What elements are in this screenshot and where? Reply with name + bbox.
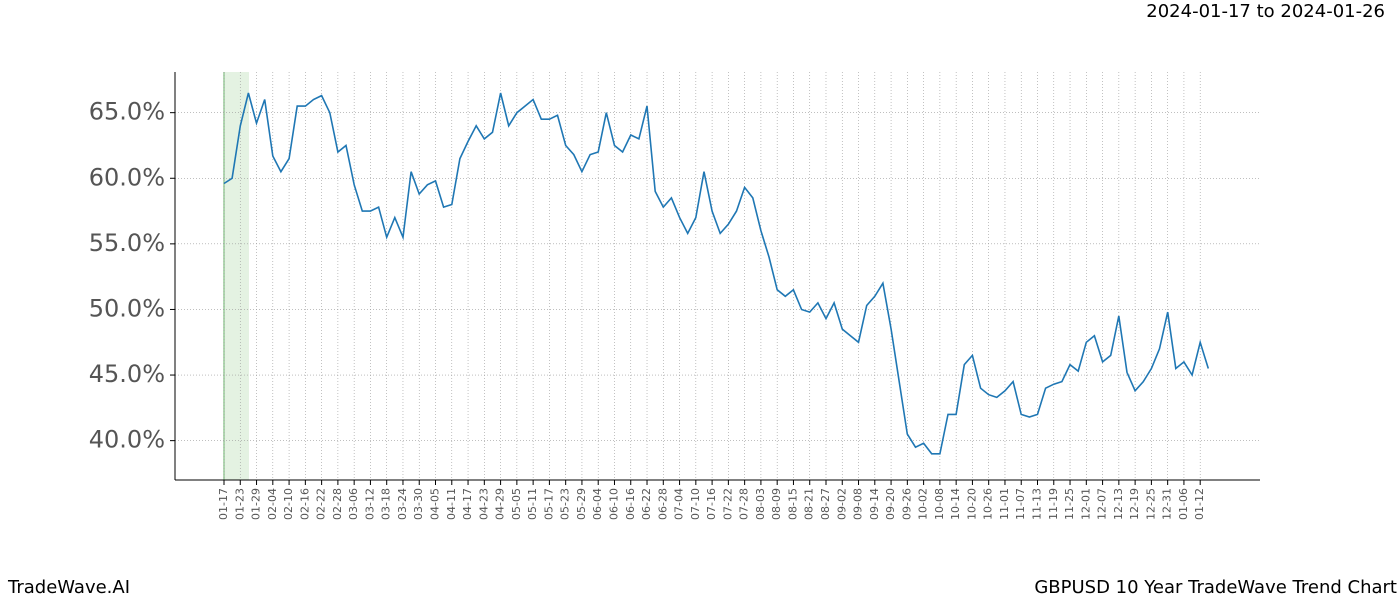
- x-tick-label: 04-23: [477, 488, 490, 520]
- x-tick-label: 04-29: [494, 488, 507, 520]
- x-tick-label: 06-10: [607, 488, 620, 520]
- x-tick-label: 05-11: [526, 488, 539, 520]
- x-tick-label: 10-02: [917, 488, 930, 520]
- x-tick-label: 12-25: [1144, 488, 1157, 520]
- x-tick-label: 04-05: [429, 488, 442, 520]
- x-tick-label: 04-17: [461, 488, 474, 520]
- plot: 40.0% 45.0% 50.0% 55.0% 60.0% 65.0% 01-17 01-23…: [89, 72, 1260, 520]
- y-tick-label: 40.0%: [89, 426, 165, 454]
- x-tick-label: 12-07: [1096, 488, 1109, 520]
- y-tick-label: 55.0%: [89, 229, 165, 257]
- x-tick-label: 06-22: [640, 488, 653, 520]
- x-tick-label: 07-04: [673, 488, 686, 520]
- x-tick-label: 02-10: [282, 488, 295, 520]
- x-tick-label: 06-28: [656, 488, 669, 520]
- y-tick-label: 50.0%: [89, 294, 165, 322]
- x-tick-label: 07-16: [705, 488, 718, 520]
- x-tick-label: 10-14: [949, 488, 962, 520]
- line-series: [223, 92, 1210, 455]
- x-tick-label: 07-28: [738, 488, 751, 520]
- x-tick-label: 08-27: [819, 488, 832, 520]
- x-tick-label: 03-30: [412, 488, 425, 520]
- chart-name: GBPUSD 10 Year TradeWave Trend Chart: [1034, 577, 1397, 598]
- x-tick-label: 09-08: [852, 488, 865, 520]
- y-tick-label: 45.0%: [89, 360, 165, 388]
- x-tick-label: 01-29: [250, 488, 263, 520]
- x-tick-label: 10-26: [982, 488, 995, 520]
- x-tick-label: 01-06: [1177, 488, 1190, 520]
- x-tick-label: 12-01: [1079, 488, 1092, 520]
- x-tick-label: 07-22: [721, 488, 734, 520]
- x-tick-label: 08-09: [770, 488, 783, 520]
- x-tick-label: 08-03: [754, 488, 767, 520]
- x-tick-label: 09-02: [835, 488, 848, 520]
- x-tick-label: 12-31: [1161, 488, 1174, 520]
- x-tick-label: 05-23: [559, 488, 572, 520]
- x-tick-label: 06-16: [624, 488, 637, 520]
- brand: TradeWave.AI: [7, 577, 130, 598]
- x-tick-label: 12-13: [1112, 488, 1125, 520]
- x-tick-label: 05-29: [575, 488, 588, 520]
- x-tick-label: 05-05: [510, 488, 523, 520]
- x-tick-label: 05-17: [542, 488, 555, 520]
- x-tick-label: 04-11: [445, 488, 458, 520]
- x-tick-label: 06-04: [591, 488, 604, 520]
- x-tick-label: 01-12: [1193, 488, 1206, 520]
- x-tick-label: 03-12: [363, 488, 376, 520]
- x-tick-label: 02-16: [298, 488, 311, 520]
- y-tick-label: 60.0%: [89, 163, 165, 191]
- x-tick-label: 11-19: [1047, 488, 1060, 520]
- x-tick-label: 03-18: [380, 488, 393, 520]
- x-tick-label: 08-15: [786, 488, 799, 520]
- x-tick-label: 01-17: [217, 488, 230, 520]
- x-tick-label: 11-13: [1031, 488, 1044, 520]
- date-range: 2024-01-17 to 2024-01-26: [1146, 1, 1385, 22]
- x-tick-label: 11-07: [1014, 488, 1027, 520]
- x-tick-label: 02-04: [266, 488, 279, 520]
- x-tick-label: 03-24: [396, 488, 409, 520]
- x-tick-label: 01-23: [233, 488, 246, 520]
- x-tick-label: 08-21: [803, 488, 816, 520]
- x-tick-label: 11-25: [1063, 488, 1076, 520]
- x-tick-label: 02-22: [315, 488, 328, 520]
- x-tick-label: 12-19: [1128, 488, 1141, 520]
- x-tick-label: 09-20: [884, 488, 897, 520]
- x-tick-label: 03-06: [347, 488, 360, 520]
- x-tick-label: 10-08: [933, 488, 946, 520]
- x-tick-label: 11-01: [998, 488, 1011, 520]
- highlight-span: [224, 72, 249, 480]
- x-tick-label: 09-14: [868, 488, 881, 520]
- x-tick-label: 10-20: [965, 488, 978, 520]
- x-tick-label: 09-26: [900, 488, 913, 520]
- y-tick-label: 65.0%: [89, 98, 165, 126]
- x-tick-label: 02-28: [331, 488, 344, 520]
- x-tick-label: 07-10: [689, 488, 702, 520]
